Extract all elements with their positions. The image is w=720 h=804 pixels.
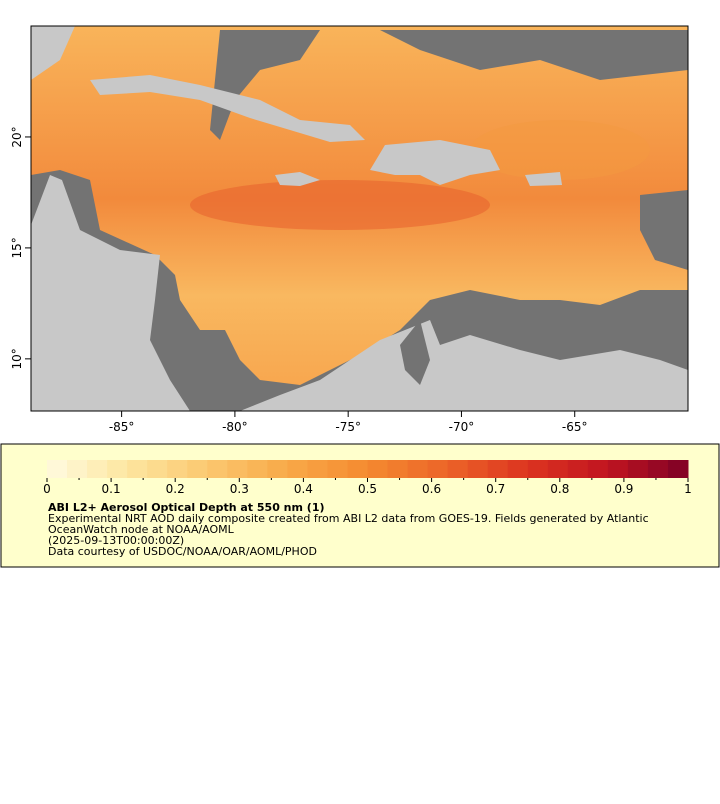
no-data-area: [380, 30, 688, 80]
colorbar-tick-label: 0.3: [230, 482, 249, 496]
y-tick-label: 20°: [10, 126, 24, 147]
land: [90, 75, 365, 142]
no-data-area: [31, 170, 688, 411]
colorbar-tick-label: 1: [684, 482, 692, 496]
colorbar-swatch: [427, 460, 449, 478]
colorbar-tick-label: 0.8: [550, 482, 569, 496]
colorbar-swatch: [647, 460, 669, 478]
colorbar-swatch: [147, 460, 168, 478]
colorbar-swatch: [47, 460, 68, 478]
colorbar-swatch: [387, 460, 409, 478]
colorbar-swatch: [127, 460, 148, 478]
x-tick-label: -75°: [335, 420, 361, 434]
colorbar-tick-label: 0.5: [358, 482, 377, 496]
no-data-area: [640, 190, 688, 270]
aerosol-patch: [190, 180, 490, 230]
colorbar-swatch: [67, 460, 88, 478]
land: [240, 320, 688, 411]
colorbar-tick-label: 0.2: [166, 482, 185, 496]
land: [275, 172, 320, 186]
colorbar-swatch: [467, 460, 489, 478]
legend-line: Experimental NRT AOD daily composite cre…: [48, 512, 649, 525]
colorbar-swatch: [607, 460, 629, 478]
colorbar-swatch: [507, 460, 529, 478]
x-tick-label: -85°: [109, 420, 135, 434]
colorbar-tick-label: 0.4: [294, 482, 313, 496]
colorbar-swatch: [367, 460, 389, 478]
colorbar-swatch: [667, 460, 689, 478]
colorbar-tick-label: 0.7: [486, 482, 505, 496]
land: [31, 175, 190, 411]
no-data-area: [210, 30, 320, 140]
x-tick-label: -80°: [222, 420, 248, 434]
no-data-area: [400, 320, 430, 385]
x-tick-label: -65°: [562, 420, 588, 434]
y-tick-label: 15°: [10, 237, 24, 258]
colorbar-swatch: [287, 460, 308, 478]
colorbar-swatch: [267, 460, 288, 478]
map-frame: [30, 25, 689, 412]
legend-line: OceanWatch node at NOAA/AOML: [48, 523, 235, 536]
legend-line: (2025-09-13T00:00:00Z): [48, 534, 184, 547]
map-area: [31, 26, 688, 411]
colorbar-swatch: [247, 460, 268, 478]
land: [525, 172, 562, 186]
colorbar-swatch: [207, 460, 228, 478]
colorbar-swatch: [327, 460, 348, 478]
colorbar-swatch: [167, 460, 188, 478]
land: [370, 140, 500, 185]
colorbar-swatch: [87, 460, 108, 478]
colorbar-tick-label: 0.9: [614, 482, 633, 496]
x-tick-label: -70°: [449, 420, 475, 434]
colorbar-swatch: [107, 460, 128, 478]
aerosol-patch: [470, 120, 650, 180]
colorbar-swatch: [187, 460, 208, 478]
colorbar-swatch: [447, 460, 469, 478]
colorbar-swatch: [487, 460, 509, 478]
colorbar-swatch: [627, 460, 649, 478]
legend-title: ABI L2+ Aerosol Optical Depth at 550 nm …: [48, 501, 325, 514]
colorbar-swatch: [407, 460, 429, 478]
colorbar-swatch: [527, 460, 549, 478]
y-tick-label: 10°: [10, 348, 24, 369]
colorbar-swatch: [547, 460, 569, 478]
colorbar-swatch: [347, 460, 368, 478]
land: [31, 26, 75, 80]
colorbar-swatch: [587, 460, 609, 478]
colorbar-swatch: [567, 460, 589, 478]
colorbar-tick-label: 0.6: [422, 482, 441, 496]
legend-line: Data courtesy of USDOC/NOAA/OAR/AOML/PHO…: [48, 545, 317, 558]
colorbar-tick-label: 0: [43, 482, 51, 496]
colorbar-swatch: [227, 460, 248, 478]
colorbar-tick-label: 0.1: [102, 482, 121, 496]
colorbar-swatch: [307, 460, 328, 478]
